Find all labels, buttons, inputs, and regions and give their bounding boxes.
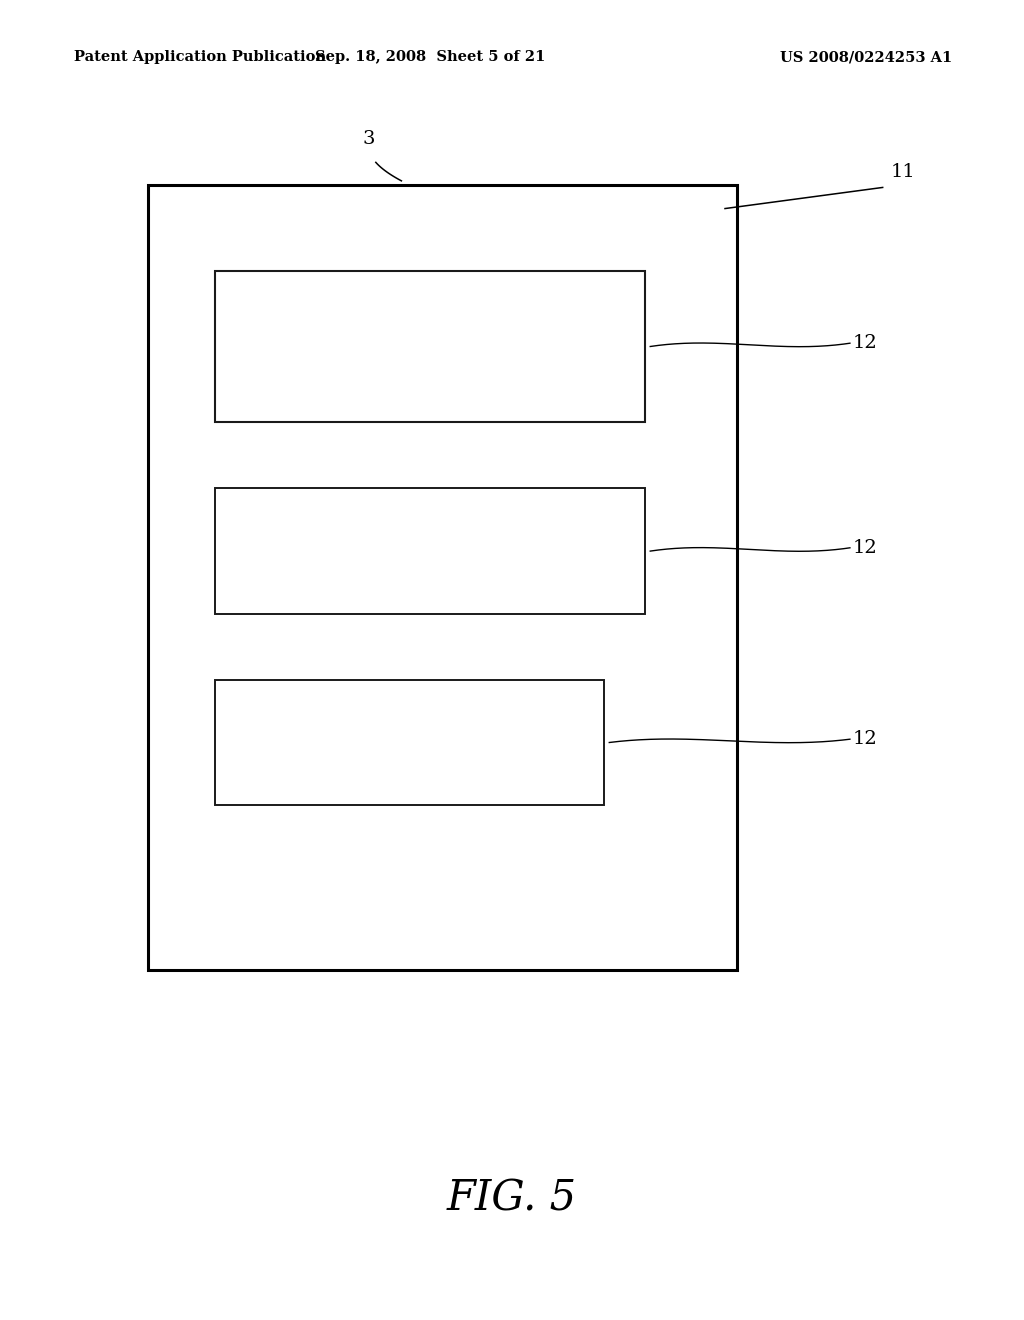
Bar [148, 185, 737, 970]
Bar [215, 271, 645, 422]
Text: 12: 12 [853, 730, 878, 748]
Bar [215, 680, 604, 805]
Text: FIG. 5: FIG. 5 [446, 1177, 578, 1220]
Text: 11: 11 [891, 162, 915, 181]
Text: 3: 3 [362, 129, 375, 148]
Text: US 2008/0224253 A1: US 2008/0224253 A1 [780, 50, 952, 65]
Text: 12: 12 [853, 539, 878, 557]
Text: Sep. 18, 2008  Sheet 5 of 21: Sep. 18, 2008 Sheet 5 of 21 [315, 50, 545, 65]
Bar [215, 488, 645, 614]
Text: Patent Application Publication: Patent Application Publication [74, 50, 326, 65]
Text: 12: 12 [853, 334, 878, 352]
